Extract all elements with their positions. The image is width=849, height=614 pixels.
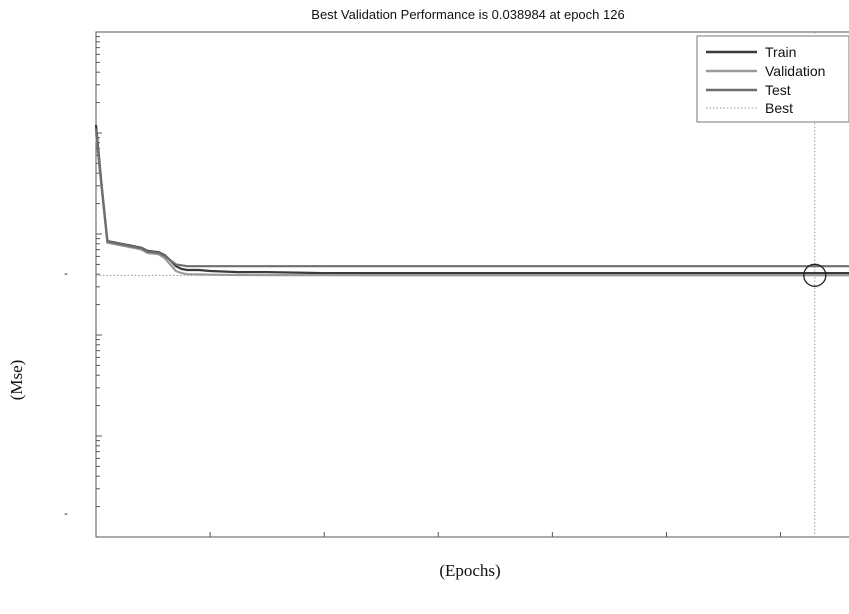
series-line-validation — [94, 132, 849, 277]
legend-label-validation: Validation — [765, 63, 825, 79]
x-axis-label: (Epochs) — [439, 561, 500, 580]
y-tick-label-upper: - — [64, 268, 68, 280]
y-minor-ticks — [96, 36, 102, 538]
chart-title: Best Validation Performance is 0.038984 … — [311, 7, 624, 22]
x-tick-marks — [209, 532, 782, 537]
legend: Train Validation Test Best — [696, 35, 849, 123]
y-axis-label: (Mse) — [7, 360, 26, 401]
legend-label-train: Train — [765, 44, 796, 60]
legend-label-test: Test — [765, 82, 791, 98]
best-point-marker — [803, 263, 827, 287]
legend-label-best: Best — [765, 100, 793, 116]
y-tick-label-lower: - — [64, 508, 68, 520]
legend-box — [696, 35, 849, 123]
series-line-test — [94, 128, 849, 268]
series-layer — [94, 32, 849, 537]
